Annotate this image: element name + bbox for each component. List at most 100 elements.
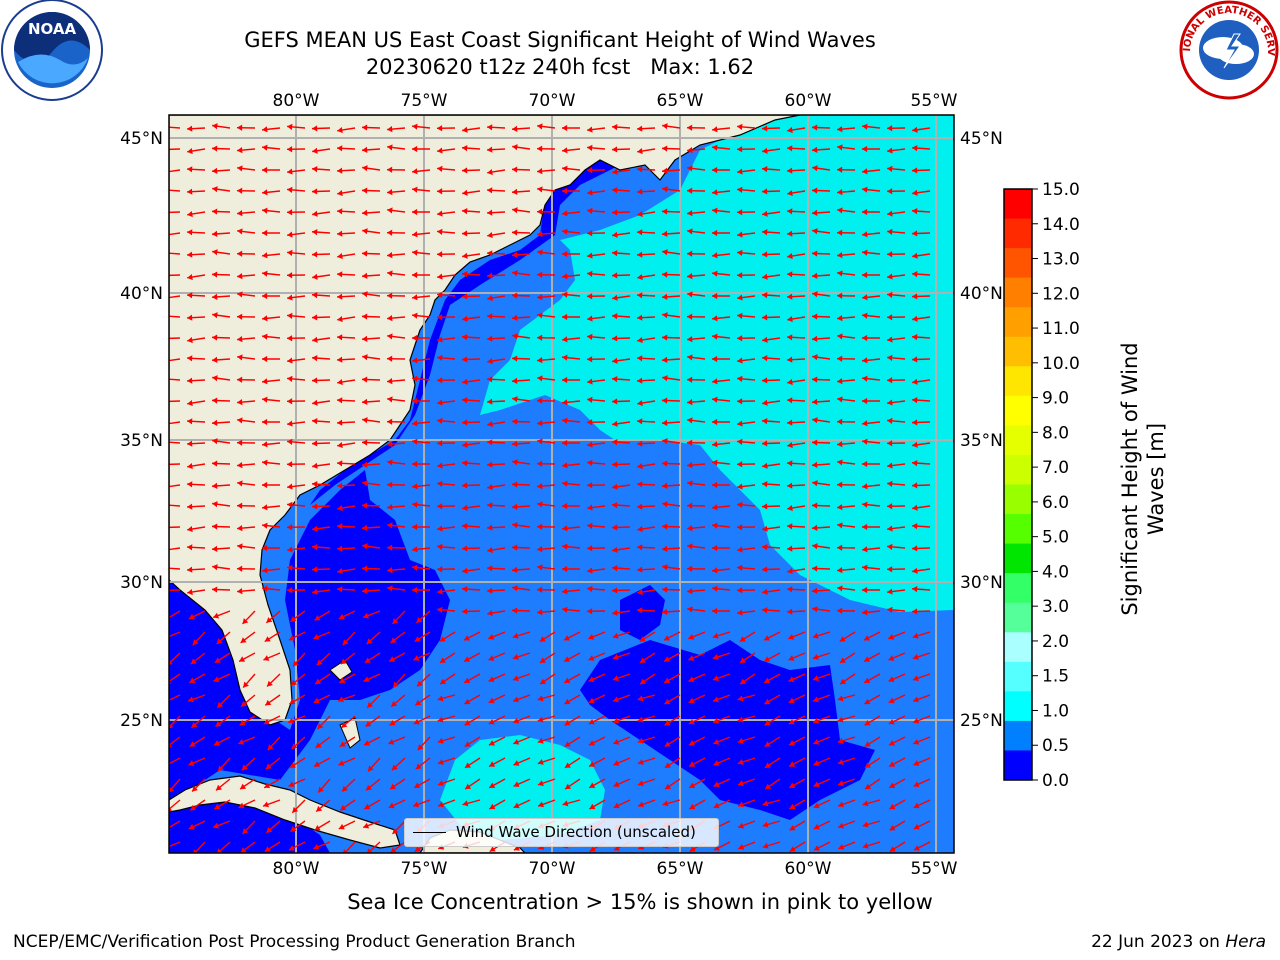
wave-arrow-head	[762, 336, 768, 343]
wave-arrow-head	[412, 312, 418, 319]
wave-arrow-head	[337, 504, 343, 512]
wave-arrow-head	[362, 502, 368, 509]
wave-arrow-head	[340, 658, 347, 665]
wave-arrow-head	[862, 420, 868, 427]
wave-arrow-head	[239, 656, 246, 662]
wave-arrow-shaft	[169, 211, 181, 214]
wave-arrow-head	[887, 354, 893, 361]
wave-arrow-head	[187, 440, 193, 447]
wave-arrow-head	[512, 292, 518, 299]
wave-arrow-head	[612, 461, 618, 468]
wave-arrow-head	[512, 418, 518, 425]
wave-arrow-head	[712, 585, 718, 592]
wave-arrow-head	[265, 763, 272, 770]
wave-arrow-head	[687, 147, 693, 154]
wave-arrow-head	[562, 543, 568, 550]
wave-arrow-head	[837, 759, 844, 765]
wave-arrow-head	[512, 355, 518, 362]
wave-arrow-head	[387, 355, 393, 362]
wave-arrow-head	[439, 636, 446, 642]
wave-arrow-head	[787, 378, 793, 386]
wave-arrow-head	[241, 700, 248, 707]
wave-arrow-head	[537, 438, 543, 445]
colorbar-tick-label: 5.0	[1042, 528, 1069, 548]
wave-arrow-head	[312, 399, 318, 406]
wave-arrow-head	[412, 483, 418, 490]
wave-arrow-head	[837, 252, 843, 259]
wave-arrow-head	[913, 717, 920, 724]
wave-arrow-head	[862, 334, 868, 342]
wave-direction-arrows	[162, 123, 931, 853]
wave-arrow-head	[612, 609, 618, 616]
wave-arrow-head	[687, 606, 693, 613]
wave-arrow-head	[187, 336, 193, 344]
wave-arrow-head	[487, 250, 493, 257]
wave-arrow-head	[662, 482, 668, 489]
wave-arrow-head	[887, 543, 893, 550]
wave-arrow-head	[587, 419, 593, 426]
wave-arrow-head	[162, 502, 167, 508]
wave-arrow-head	[187, 503, 193, 510]
wave-arrow-head	[237, 525, 243, 532]
wave-arrow-head	[462, 586, 468, 593]
wave-arrow-head	[737, 168, 743, 175]
wave-arrow-head	[487, 209, 493, 216]
wave-arrow-shaft	[169, 274, 181, 277]
wave-arrow-shaft	[169, 148, 181, 151]
wave-arrow-head	[537, 312, 543, 319]
noaa-logo-text: NOAA	[28, 20, 77, 38]
wave-arrow-head	[912, 675, 919, 682]
wave-arrow-head	[889, 761, 896, 767]
wave-arrow-head	[414, 782, 421, 788]
wave-arrow-head	[738, 822, 745, 829]
wave-arrow-head	[487, 124, 493, 131]
wave-arrow-head	[813, 760, 820, 766]
wave-arrow-head	[762, 462, 768, 469]
wave-arrow-head	[913, 781, 920, 788]
lon-label: 55°W	[911, 859, 958, 879]
wave-arrow-head	[462, 523, 468, 530]
wave-arrow-head	[262, 418, 268, 426]
wave-arrow-head	[512, 566, 518, 573]
wave-arrow-head	[413, 801, 419, 808]
wave-arrow-head	[439, 657, 446, 663]
wave-arrow-head	[812, 675, 819, 682]
wave-arrow-head	[462, 271, 468, 278]
wave-arrow-head	[637, 292, 643, 299]
wave-arrow-shaft	[169, 189, 181, 192]
wave-arrow-head	[837, 585, 843, 592]
colorbar-swatch	[1004, 573, 1032, 604]
wave-arrow-head	[688, 697, 695, 704]
colorbar-swatch	[1004, 425, 1032, 456]
wave-arrow-head	[862, 546, 868, 553]
wave-arrow-head	[887, 462, 893, 469]
wave-arrow-head	[787, 208, 793, 215]
wave-arrow-head	[437, 525, 443, 532]
wave-arrow-head	[462, 419, 468, 426]
wave-arrow-head	[265, 699, 272, 706]
wave-arrow-head	[487, 502, 493, 509]
wave-arrow-head	[487, 461, 493, 468]
wave-arrow-head	[762, 125, 768, 132]
wave-arrow-head	[612, 502, 618, 509]
wave-arrow-head	[187, 166, 193, 173]
wave-arrow-head	[338, 823, 345, 830]
wave-arrow-head	[540, 678, 547, 685]
wave-arrow-head	[638, 801, 644, 808]
wave-arrow-head	[812, 209, 818, 216]
wave-arrow-head	[364, 803, 371, 810]
wave-arrow-head	[837, 207, 843, 214]
chart-subtitle: 20230620 t12z 240h fcst Max: 1.62	[365, 55, 755, 79]
wave-arrow-head	[912, 654, 919, 660]
wave-arrow-head	[187, 314, 193, 321]
wave-arrow-head	[564, 698, 571, 705]
wave-arrow-head	[787, 167, 793, 174]
wave-arrow-head	[263, 655, 270, 661]
wave-arrow-head	[562, 565, 568, 573]
wave-arrow-head	[412, 186, 418, 193]
legend-label: Wind Wave Direction (unscaled)	[456, 823, 696, 841]
wave-arrow-head	[337, 208, 343, 215]
wave-arrow-head	[564, 656, 571, 662]
wave-arrow-head	[864, 656, 871, 662]
chart-title: GEFS MEAN US East Coast Significant Heig…	[244, 28, 876, 52]
